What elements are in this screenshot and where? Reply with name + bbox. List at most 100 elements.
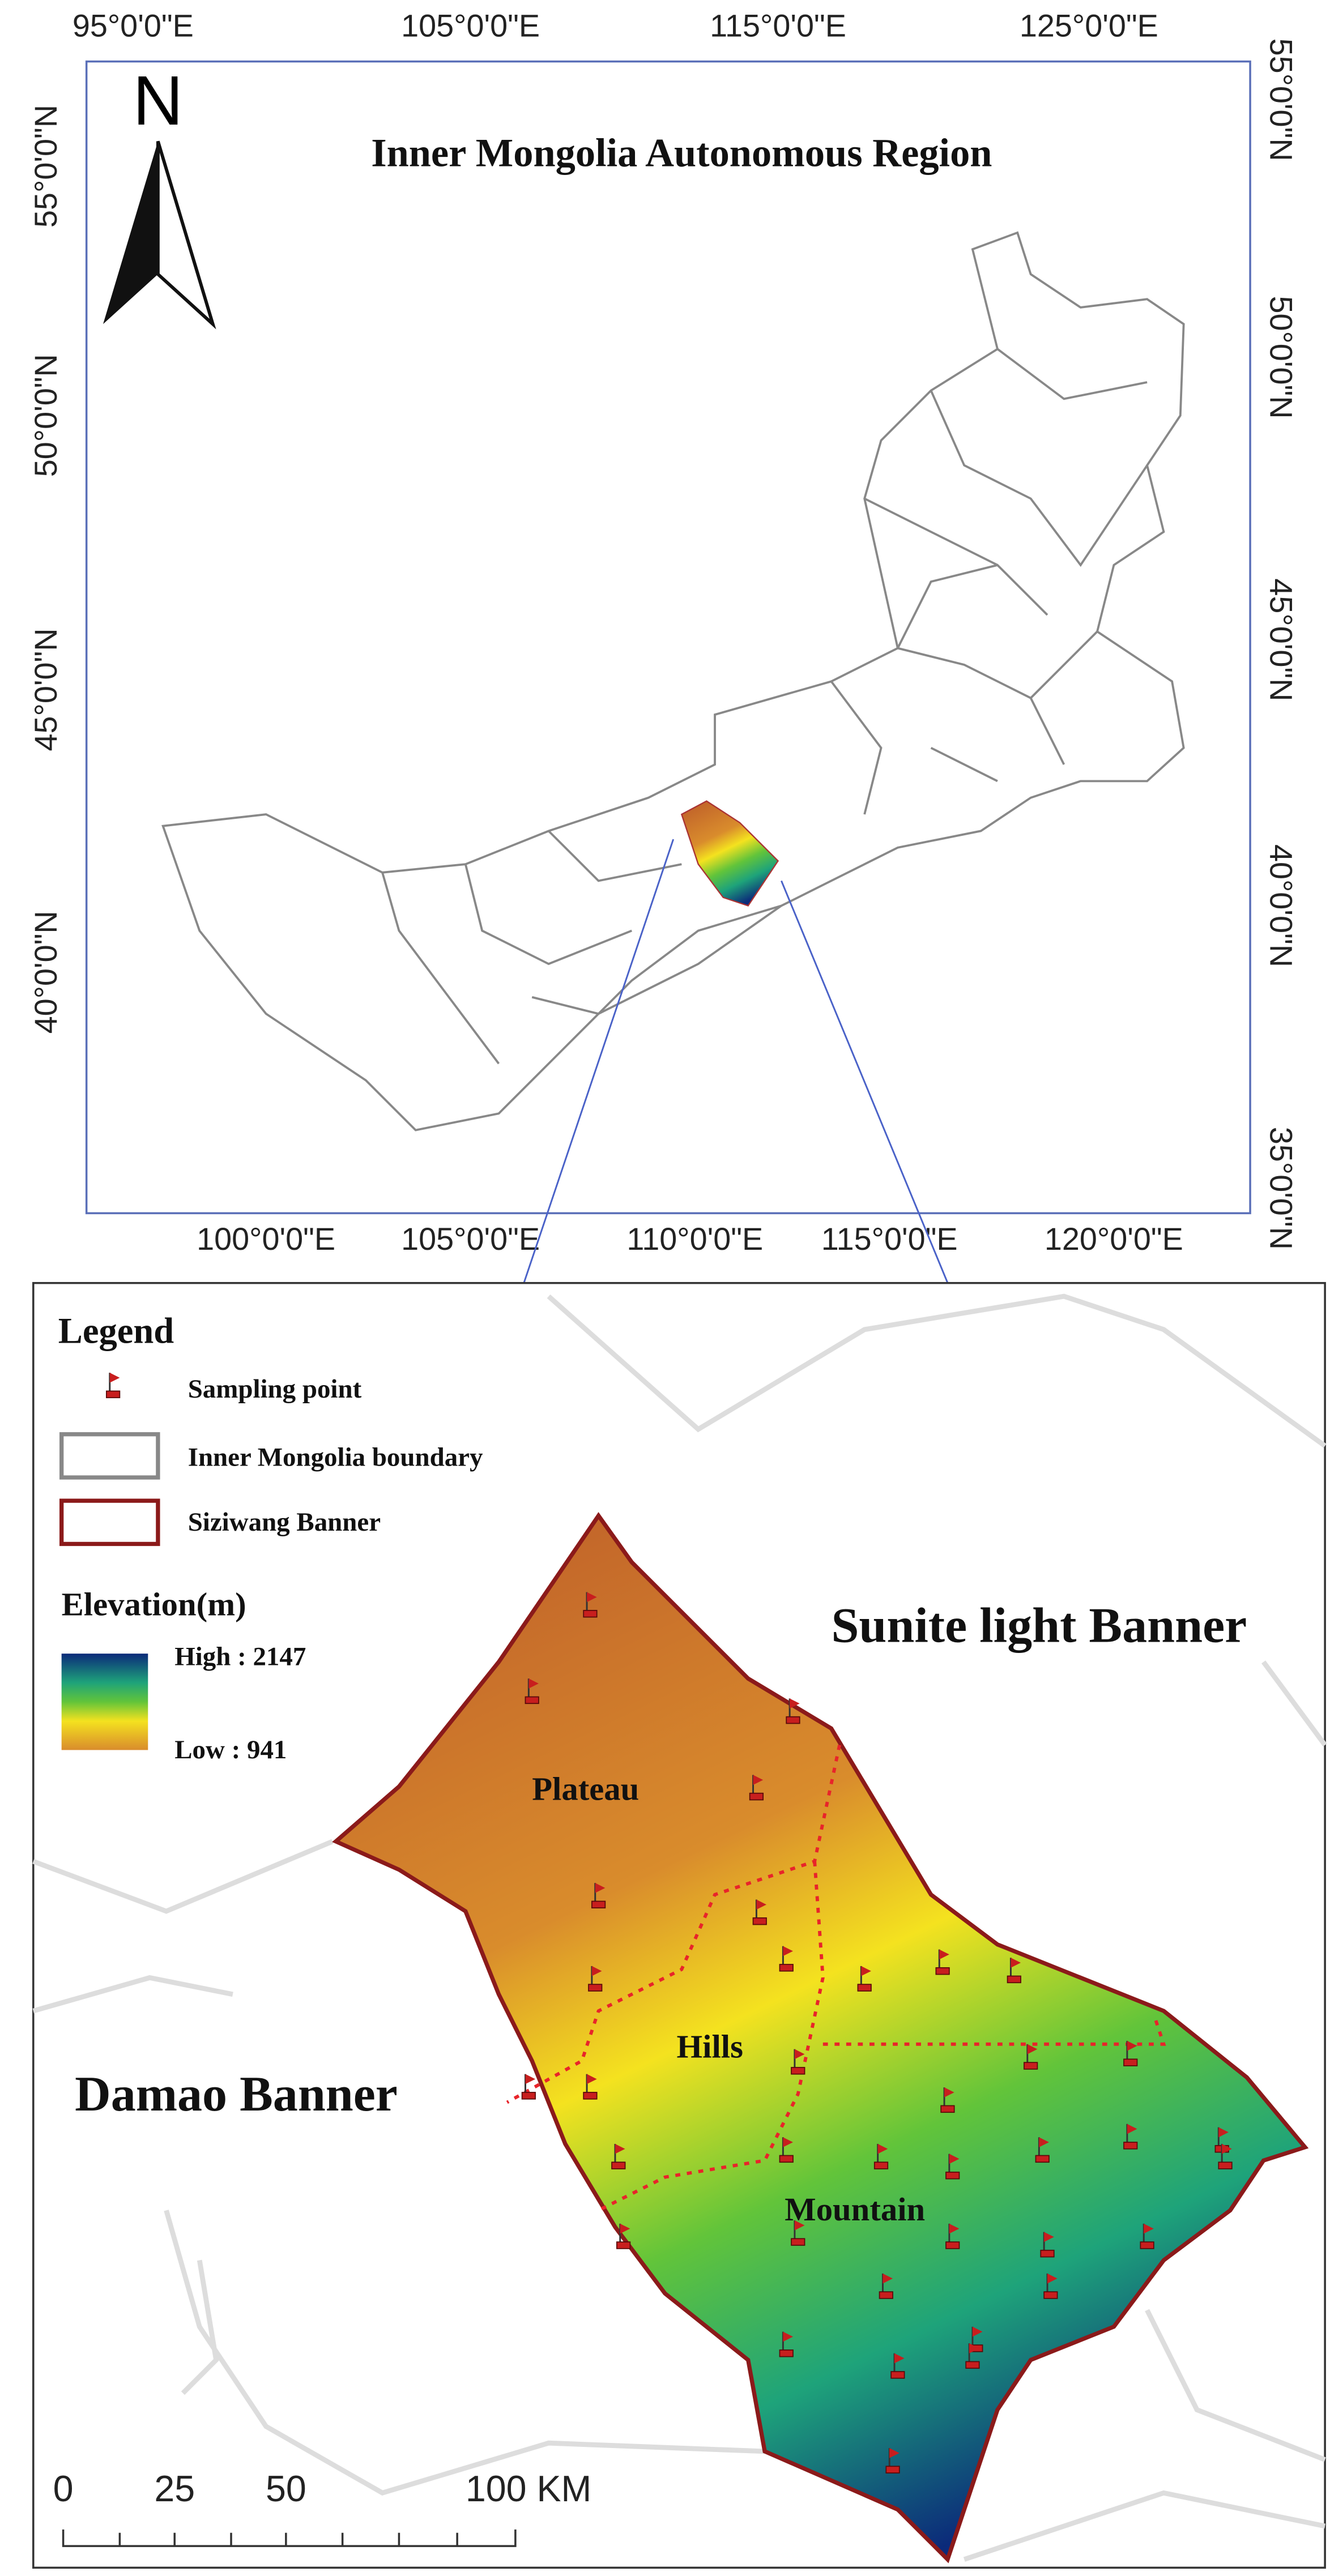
sampling-point — [779, 1946, 794, 1972]
flag-base — [525, 1696, 539, 1704]
flag — [949, 2223, 960, 2234]
flag-base — [1040, 2249, 1055, 2258]
region-label: Plateau — [532, 1770, 639, 1807]
flag — [615, 2143, 625, 2154]
top-frame — [85, 60, 1251, 1215]
flag-base — [873, 2161, 889, 2169]
region-label: Mountain — [785, 2191, 925, 2228]
lon-label: 100°0'0"E — [197, 1221, 335, 1257]
flag — [109, 1373, 120, 1383]
flag-base — [779, 1964, 794, 1972]
legend-item: Siziwang Banner — [188, 1507, 381, 1537]
flag-base — [786, 1716, 800, 1724]
flag-base — [857, 1984, 872, 1992]
lon-label: 115°0'0"E — [821, 1221, 958, 1257]
flag — [1027, 2044, 1038, 2054]
map-title: Inner Mongolia Autonomous Region — [371, 131, 992, 175]
flag — [1222, 2143, 1232, 2154]
flag — [790, 1698, 800, 1709]
flag-base — [611, 2161, 626, 2169]
sampling-point — [591, 1883, 606, 1909]
sampling-point — [749, 1775, 764, 1801]
background-boundaries — [32, 1293, 1327, 2562]
lat-label: 35°0'0"N — [1263, 1127, 1298, 1250]
north-arrow — [103, 141, 158, 324]
lat-label: 40°0'0"N — [28, 911, 63, 1033]
flag-base — [779, 2349, 794, 2357]
flag — [1218, 2127, 1229, 2138]
sampling-point — [1035, 2137, 1050, 2163]
sampling-point — [885, 2448, 900, 2474]
flag-base — [935, 1967, 950, 1975]
sampling-point — [1043, 2273, 1058, 2299]
sampling-point — [1123, 2124, 1138, 2150]
sampling-point — [525, 1678, 539, 1704]
low-label: Low : 941 — [174, 1735, 287, 1765]
sampling-point — [1040, 2232, 1055, 2258]
flag — [794, 2220, 805, 2231]
lat-label: 50°0'0"N — [1263, 296, 1298, 418]
flag-base — [1218, 2161, 1233, 2169]
flag-base — [791, 2238, 805, 2246]
legend-swatch — [59, 1432, 160, 1480]
sampling-point — [1140, 2223, 1154, 2249]
lat-label: 45°0'0"N — [1263, 578, 1298, 701]
flag-base — [106, 1390, 121, 1399]
sampling-point — [873, 2143, 889, 2169]
sampling-point — [611, 2143, 626, 2169]
flag — [889, 2448, 900, 2458]
lon-label: 105°0'0"E — [401, 8, 540, 44]
flag-base — [890, 2371, 905, 2379]
flag-base — [1007, 1975, 1021, 1984]
scale-label: 100 KM — [466, 2468, 591, 2509]
lon-label: 115°0'0"E — [710, 8, 846, 44]
flag — [794, 2049, 805, 2060]
lat-label: 40°0'0"N — [1263, 844, 1298, 967]
scale-label: 50 — [266, 2468, 306, 2509]
legend-item: Sampling point — [188, 1374, 362, 1404]
flag — [783, 2137, 793, 2147]
flag — [969, 2343, 979, 2353]
flag — [783, 1946, 793, 1956]
siziwang-inset — [680, 800, 779, 907]
flag-base — [1024, 2062, 1038, 2070]
sampling-point — [779, 2331, 794, 2357]
scale-label: 25 — [154, 2468, 195, 2509]
sampling-point — [945, 2223, 960, 2249]
zone-dividers — [506, 1744, 1166, 2212]
sampling-point — [1123, 2040, 1138, 2066]
flag — [939, 1949, 949, 1960]
sampling-point — [786, 1698, 800, 1724]
flag-base — [779, 2155, 794, 2163]
flag-base — [583, 1609, 598, 1618]
flag — [1039, 2137, 1049, 2147]
sampling-point — [588, 1966, 603, 1992]
legend-swatch — [59, 1498, 160, 1547]
flag — [587, 2074, 597, 2084]
sampling-point — [940, 2087, 955, 2113]
flag-base — [945, 2171, 960, 2180]
flag — [877, 2143, 888, 2154]
sampling-point — [1024, 2044, 1038, 2070]
flag-base — [1123, 2142, 1138, 2150]
flag — [894, 2353, 905, 2364]
lon-label: 120°0'0"E — [1045, 1221, 1183, 1257]
sampling-point — [791, 2049, 805, 2075]
north-arrow — [156, 140, 216, 330]
sampling-point — [857, 1966, 872, 1992]
sampling-point — [521, 2074, 536, 2100]
sampling-point — [791, 2220, 805, 2246]
scale-label: 0 — [53, 2468, 74, 2509]
region-label: Damao Banner — [75, 2067, 398, 2122]
flag — [595, 1883, 606, 1893]
flag — [756, 1899, 767, 1910]
flag — [883, 2273, 893, 2284]
flag — [783, 2331, 793, 2342]
flag-base — [791, 2067, 805, 2075]
sampling-point — [890, 2353, 905, 2379]
north-label: N — [133, 62, 183, 140]
sampling-point — [779, 2137, 794, 2163]
flag — [525, 2074, 536, 2084]
sampling-point — [106, 1373, 121, 1399]
